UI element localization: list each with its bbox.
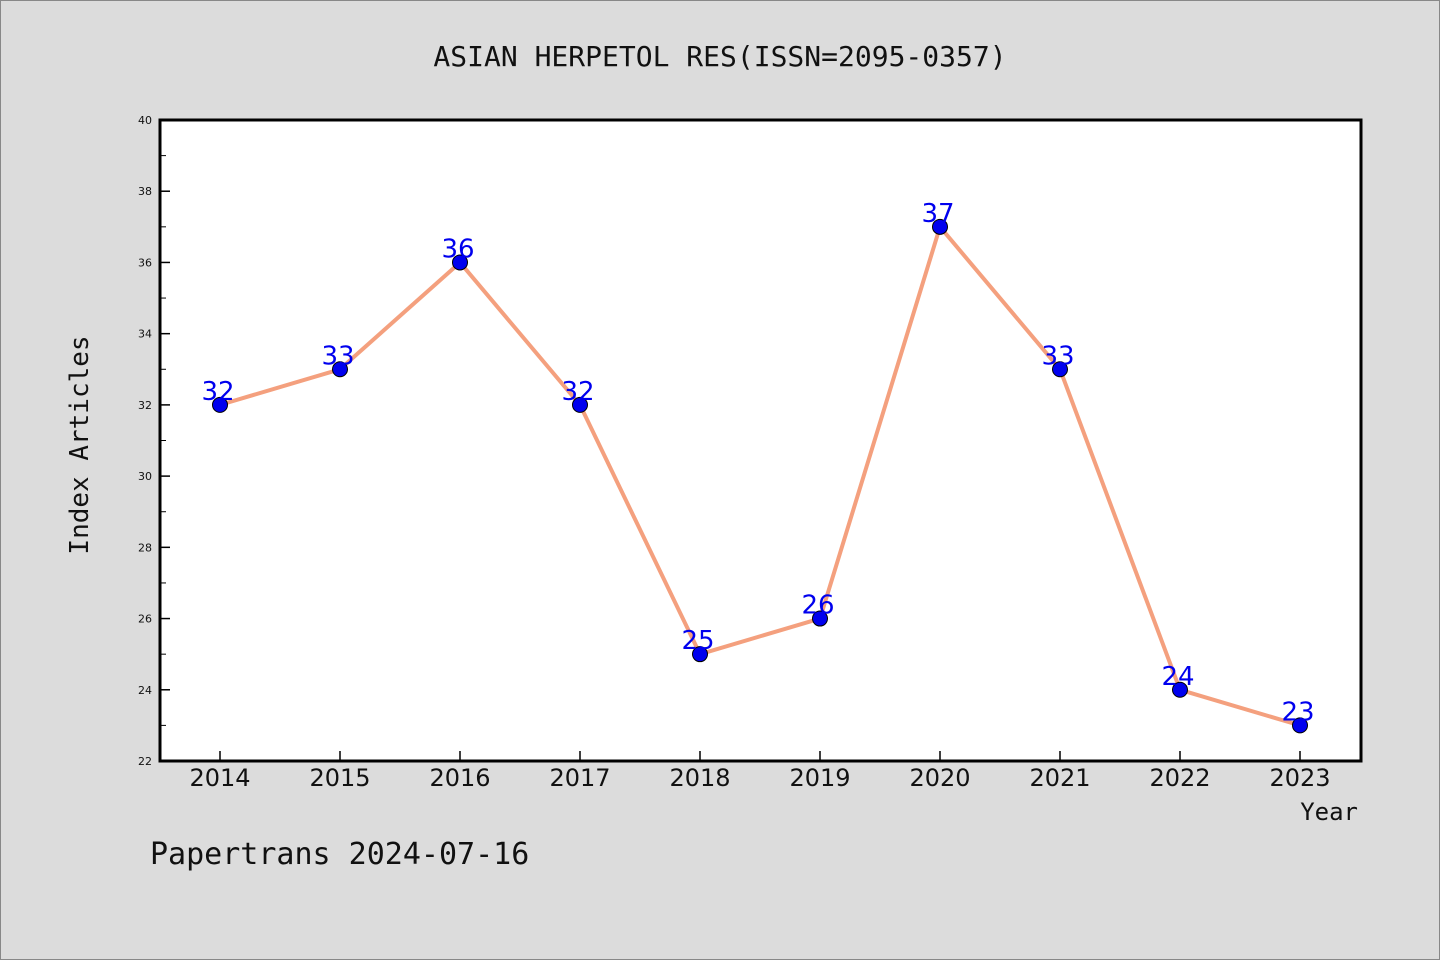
chart-title: ASIAN HERPETOL RES(ISSN=2095-0357) — [433, 40, 1006, 73]
x-tick-label: 2014 — [189, 764, 250, 792]
x-tick-label: 2018 — [669, 764, 730, 792]
x-tick-label: 2021 — [1029, 764, 1090, 792]
x-tick-label: 2017 — [549, 764, 610, 792]
data-label: 32 — [201, 377, 234, 407]
y-tick-label: 28 — [138, 541, 152, 554]
x-tick-label: 2016 — [429, 764, 490, 792]
y-tick-label: 32 — [138, 399, 152, 412]
series-layer: 32 33 36 32 25 26 37 33 24 23 — [201, 199, 1315, 734]
series-line — [219, 224, 1301, 728]
data-point — [1052, 361, 1068, 378]
data-label: 37 — [921, 199, 954, 229]
y-tick-label: 36 — [138, 256, 152, 269]
x-tick-label: 2015 — [309, 764, 370, 792]
x-tick-label: 2023 — [1269, 764, 1330, 792]
x-axis-label: Year — [1300, 798, 1358, 826]
data-label: 26 — [801, 591, 834, 621]
data-label: 23 — [1281, 697, 1314, 727]
y-axis: 22 24 26 28 30 32 34 36 38 40 — [138, 114, 170, 768]
data-point — [932, 218, 948, 235]
data-point — [332, 361, 348, 378]
data-label: 24 — [1161, 662, 1194, 692]
x-tick-label: 2020 — [909, 764, 970, 792]
data-point — [692, 646, 708, 663]
y-tick-label: 24 — [138, 684, 152, 697]
data-label: 25 — [681, 626, 714, 656]
data-point — [1292, 717, 1308, 734]
x-axis: 2014 2015 2016 2017 2018 2019 2020 2021 2022 2023 — [189, 751, 1331, 792]
data-point — [1172, 681, 1188, 698]
y-tick-label: 40 — [138, 114, 152, 127]
data-label: 32 — [561, 377, 594, 407]
x-tick-label: 2022 — [1149, 764, 1210, 792]
data-label: 33 — [1041, 341, 1074, 371]
data-point — [812, 610, 828, 627]
data-point — [572, 396, 588, 413]
y-tick-label: 26 — [138, 613, 152, 626]
plot-area — [158, 118, 1363, 763]
y-tick-label: 38 — [138, 185, 152, 198]
data-point — [452, 254, 468, 271]
x-tick-label: 2019 — [789, 764, 850, 792]
y-axis-label: Index Articles — [65, 335, 95, 554]
data-label: 33 — [321, 341, 354, 371]
data-label: 36 — [441, 234, 474, 264]
y-tick-label: 22 — [138, 755, 152, 768]
footer-credit: Papertrans 2024-07-16 — [150, 837, 529, 872]
y-tick-label: 30 — [138, 470, 152, 483]
y-tick-label: 34 — [138, 328, 152, 341]
data-point — [212, 396, 228, 413]
